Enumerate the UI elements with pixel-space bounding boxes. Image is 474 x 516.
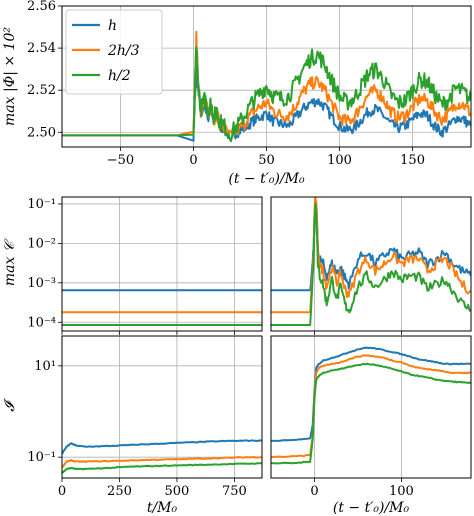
series-line-h bbox=[62, 439, 262, 455]
x-tick-label: −50 bbox=[107, 153, 134, 168]
series-line-h bbox=[271, 346, 471, 442]
series-line-h2 bbox=[271, 202, 471, 326]
y-tick-label: 10⁻⁴ bbox=[27, 315, 56, 330]
y-axis-label: max |Φ| × 10² bbox=[2, 27, 18, 126]
legend-label-h23: 2h/3 bbox=[107, 43, 140, 59]
y-tick-label: 2.56 bbox=[27, 0, 56, 14]
x-axis-label: (t − t′₀)/M₀ bbox=[228, 171, 305, 187]
panel-middle-left: 10⁻⁴ 10⁻³ 10⁻² 10⁻¹ max 𝒞 bbox=[2, 196, 263, 335]
legend: h 2h/3 h/2 bbox=[65, 9, 163, 95]
series-line-h bbox=[271, 197, 471, 292]
series-line-h23 bbox=[271, 354, 471, 459]
y-tick-label: 10⁻² bbox=[27, 236, 56, 251]
x-tick-label: 500 bbox=[165, 484, 190, 499]
series-line-h23 bbox=[271, 197, 471, 314]
y-tick-label: 2.50 bbox=[27, 125, 56, 140]
y-tick-label: 10¹ bbox=[34, 359, 56, 374]
panel-bottom-left: 0 250 500 750 10⁻¹ 10¹ t/M₀ 𝓘 bbox=[2, 335, 263, 516]
series-line-h2 bbox=[271, 362, 471, 465]
x-tick-label: 150 bbox=[400, 153, 425, 168]
series-line-h23 bbox=[62, 456, 262, 469]
x-tick-label: 50 bbox=[258, 153, 275, 168]
series-line-h2 bbox=[62, 462, 262, 474]
plot-frame bbox=[61, 335, 263, 479]
y-axis-label: 𝓘 bbox=[2, 398, 18, 412]
y-axis-label: max 𝒞 bbox=[2, 238, 18, 286]
y-tick-label: 10⁻¹ bbox=[27, 197, 56, 212]
x-tick-label: 0 bbox=[58, 484, 66, 499]
x-axis-label: (t − t′₀)/M₀ bbox=[333, 500, 410, 516]
y-tick-label: 2.54 bbox=[27, 41, 56, 56]
legend-label-h2: h/2 bbox=[108, 68, 131, 84]
y-tick-label: 10⁻¹ bbox=[27, 450, 56, 465]
panel-middle-right bbox=[270, 196, 472, 335]
x-tick-label: 250 bbox=[107, 484, 132, 499]
x-tick-label: 0 bbox=[310, 484, 318, 499]
legend-label-h: h bbox=[108, 18, 117, 34]
plot-frame bbox=[270, 196, 472, 332]
plot-frame bbox=[270, 335, 472, 479]
y-tick-label: 2.52 bbox=[27, 83, 56, 98]
x-tick-label: 0 bbox=[189, 153, 197, 168]
x-axis-label: t/M₀ bbox=[147, 500, 178, 516]
plot-frame bbox=[61, 5, 472, 148]
panel-bottom-right: 0 100(t − t′₀)/M₀ bbox=[270, 335, 472, 516]
x-tick-label: 750 bbox=[222, 484, 247, 499]
plot-frame bbox=[61, 196, 263, 332]
y-tick-label: 10⁻³ bbox=[27, 276, 56, 291]
series-line-h2 bbox=[62, 45, 471, 143]
x-tick-label: 100 bbox=[327, 153, 352, 168]
x-tick-label: 100 bbox=[389, 484, 414, 499]
legend-box bbox=[65, 9, 163, 95]
